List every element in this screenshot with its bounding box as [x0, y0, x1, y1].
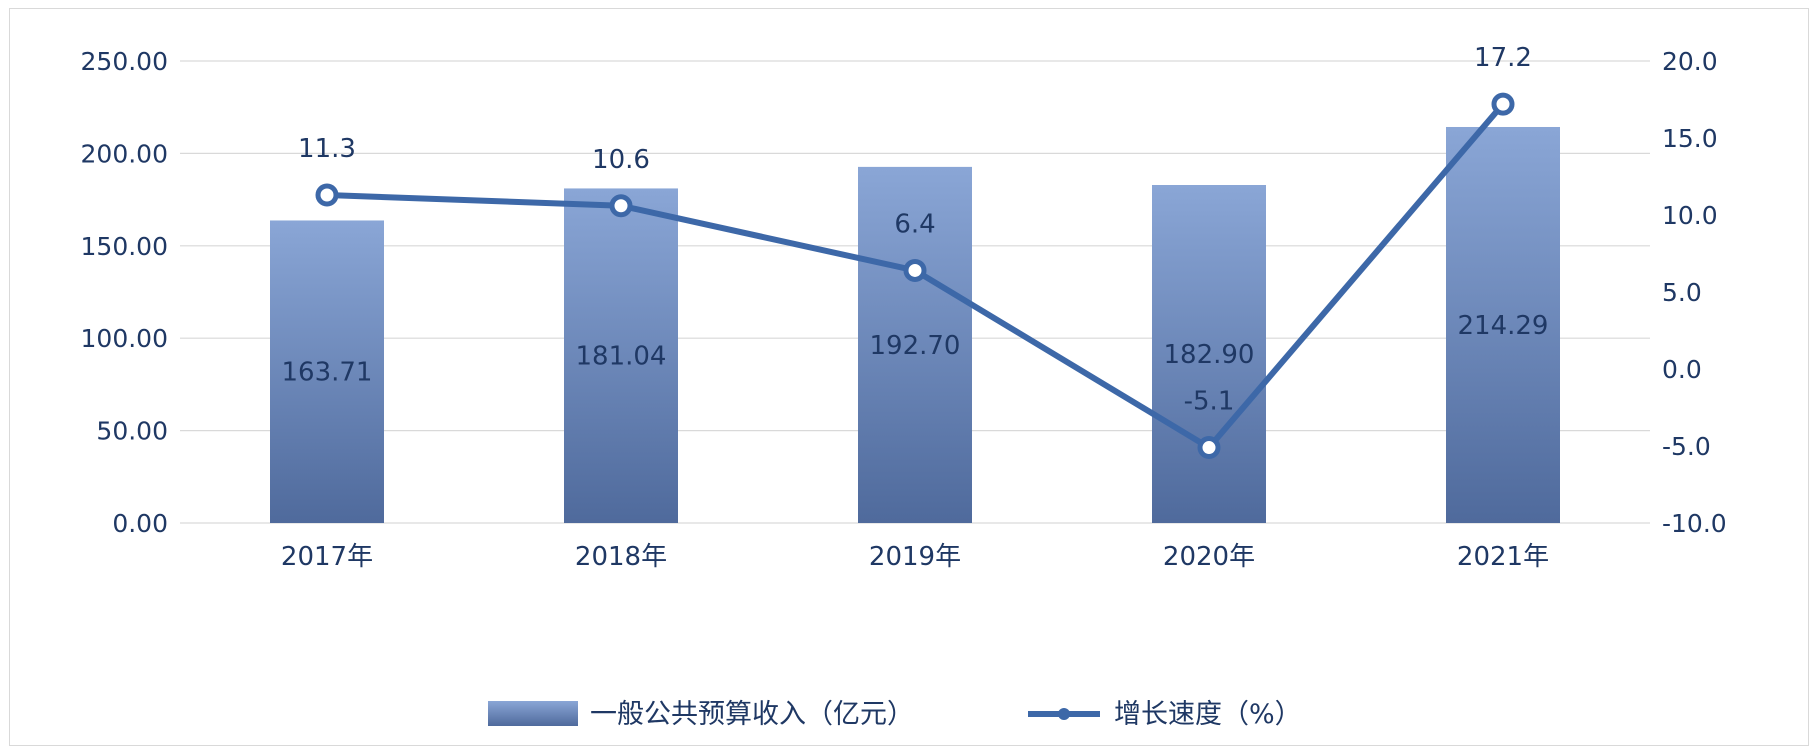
line-marker — [315, 183, 339, 207]
line-marker — [609, 194, 633, 218]
line-value-label: 11.3 — [298, 134, 356, 164]
line-data-labels: 11.3 10.6 6.4 -5.1 17.2 — [298, 43, 1532, 416]
legend-line-label: 增长速度（%） — [1114, 699, 1302, 730]
bar-data-labels: 163.71 181.04 192.70 182.90 214.29 — [282, 311, 1549, 388]
x-axis-tick-label: 2019年 — [869, 542, 961, 572]
line-value-label: 17.2 — [1474, 43, 1532, 73]
line-marker — [1197, 436, 1221, 460]
line-series — [315, 92, 1515, 460]
bar — [564, 188, 678, 523]
combo-chart: 163.71 181.04 192.70 182.90 214.29 11.3 10.6 6… — [81, 43, 1727, 730]
right-axis-tick-label: -5.0 — [1662, 432, 1711, 461]
legend: 一般公共预算收入（亿元） 增长速度（%） — [488, 699, 1302, 730]
line-marker — [903, 258, 927, 282]
right-axis-tick-label: 5.0 — [1662, 278, 1702, 307]
left-axis-tick-label: 200.00 — [81, 139, 168, 168]
x-axis-tick-label: 2018年 — [575, 542, 667, 572]
right-axis-tick-label: 0.0 — [1662, 355, 1702, 384]
right-axis-tick-label: 10.0 — [1662, 201, 1718, 230]
legend-line-marker — [1058, 708, 1070, 720]
right-y-axis: -10.0 -5.0 0.0 5.0 10.0 15.0 20.0 — [1662, 47, 1727, 538]
left-axis-tick-label: 250.00 — [81, 47, 168, 76]
bar-series — [270, 126, 1560, 524]
line-marker — [1491, 92, 1515, 116]
left-y-axis: 0.00 50.00 100.00 150.00 200.00 250.00 — [81, 47, 168, 538]
bar — [1152, 185, 1266, 523]
bar — [270, 220, 384, 523]
x-axis-tick-label: 2020年 — [1163, 542, 1255, 572]
bar-value-label: 214.29 — [1458, 311, 1549, 341]
line-value-label: 6.4 — [894, 209, 935, 239]
bar-value-label: 182.90 — [1164, 340, 1255, 370]
x-axis-tick-label: 2021年 — [1457, 542, 1549, 572]
right-axis-tick-label: -10.0 — [1662, 509, 1727, 538]
bar-value-label: 181.04 — [576, 342, 667, 372]
legend-bar-label: 一般公共预算收入（亿元） — [590, 699, 914, 730]
left-axis-tick-label: 0.00 — [112, 509, 168, 538]
right-axis-tick-label: 15.0 — [1662, 124, 1718, 153]
bar — [1446, 126, 1560, 524]
left-axis-tick-label: 150.00 — [81, 232, 168, 261]
left-axis-tick-label: 100.00 — [81, 324, 168, 353]
chart-frame: 163.71 181.04 192.70 182.90 214.29 11.3 10.6 6… — [9, 8, 1809, 746]
bar-value-label: 192.70 — [870, 331, 961, 361]
line-value-label: -5.1 — [1184, 387, 1235, 417]
left-axis-tick-label: 50.00 — [96, 417, 168, 446]
bar — [858, 166, 972, 524]
legend-bar-swatch — [488, 701, 578, 726]
line-value-label: 10.6 — [592, 145, 650, 175]
bar-value-label: 163.71 — [282, 358, 373, 388]
x-axis: 2017年 2018年 2019年 2020年 2021年 — [281, 542, 1549, 572]
right-axis-tick-label: 20.0 — [1662, 47, 1718, 76]
x-axis-tick-label: 2017年 — [281, 542, 373, 572]
